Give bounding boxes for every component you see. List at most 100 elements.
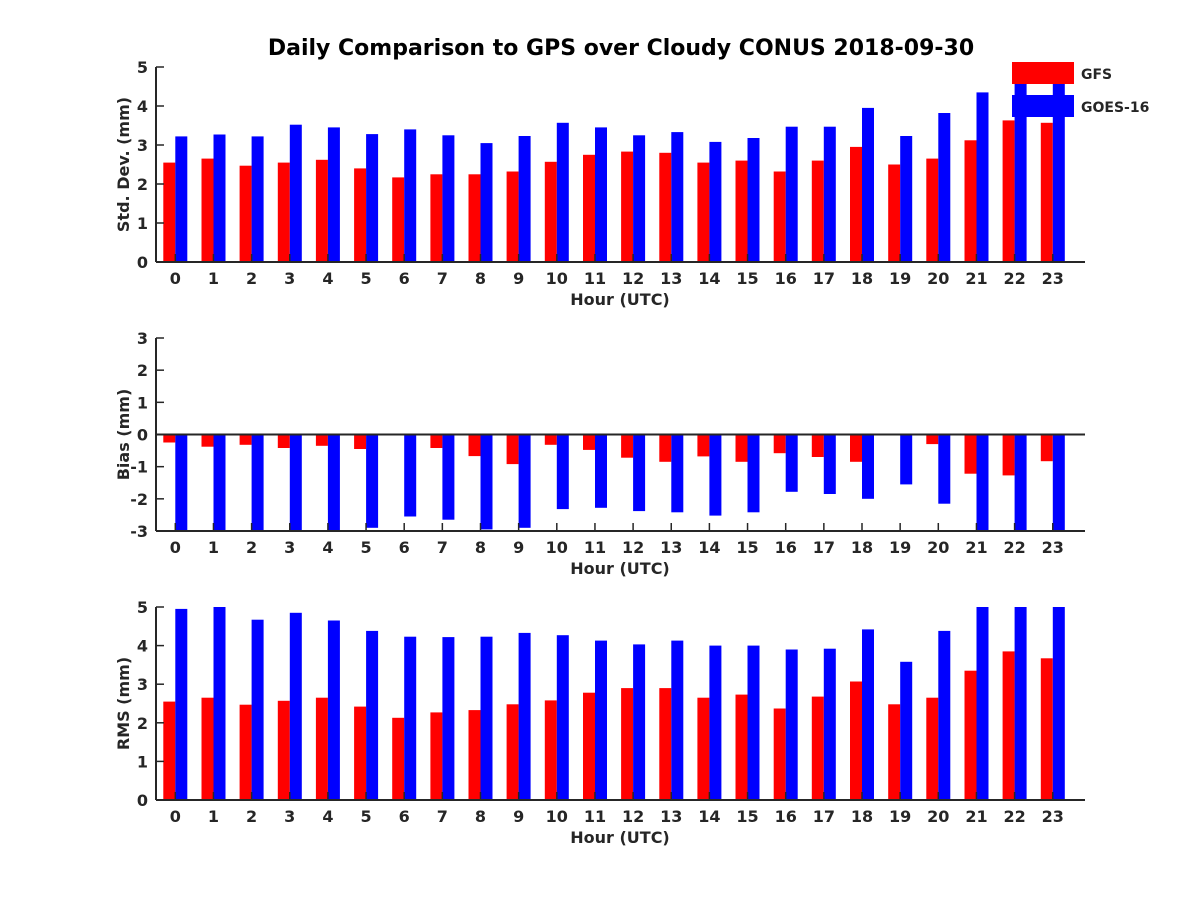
bar-gfs-hour-13 bbox=[659, 434, 672, 462]
y-axis-label: Std. Dev. (mm) bbox=[114, 97, 133, 232]
bar-goes16-hour-4 bbox=[327, 620, 340, 800]
x-tick-label: 15 bbox=[736, 807, 758, 826]
bar-gfs-hour-22 bbox=[1002, 651, 1015, 800]
bar-goes16-hour-13 bbox=[671, 434, 684, 513]
x-tick-label: 23 bbox=[1042, 269, 1064, 288]
bar-gfs-hour-22 bbox=[1002, 434, 1015, 476]
bar-gfs-hour-1 bbox=[201, 697, 214, 800]
x-tick-label: 13 bbox=[660, 538, 682, 557]
x-tick-label: 16 bbox=[775, 807, 797, 826]
x-axis-label: Hour (UTC) bbox=[570, 290, 670, 309]
y-tick-label: -1 bbox=[130, 458, 148, 477]
y-axis-label: RMS (mm) bbox=[114, 657, 133, 750]
y-tick-label: 0 bbox=[137, 791, 148, 810]
bar-gfs-hour-15 bbox=[735, 694, 748, 800]
x-tick-label: 23 bbox=[1042, 538, 1064, 557]
x-tick-label: 21 bbox=[965, 538, 987, 557]
bar-gfs-hour-11 bbox=[583, 154, 595, 263]
bar-goes16-hour-22 bbox=[1014, 434, 1027, 531]
x-tick-label: 2 bbox=[246, 269, 257, 288]
bar-gfs-hour-17 bbox=[811, 696, 824, 800]
x-tick-label: 7 bbox=[437, 538, 448, 557]
x-tick-label: 11 bbox=[584, 807, 606, 826]
x-tick-label: 20 bbox=[927, 538, 949, 557]
y-tick-label: 5 bbox=[137, 58, 148, 77]
legend-label-goes16: GOES-16 bbox=[1081, 100, 1149, 116]
x-tick-label: 22 bbox=[1003, 538, 1025, 557]
x-tick-label: 9 bbox=[513, 269, 524, 288]
bar-gfs-hour-16 bbox=[773, 434, 786, 454]
bar-gfs-hour-6 bbox=[392, 177, 405, 262]
x-tick-label: 20 bbox=[927, 269, 949, 288]
bar-gfs-hour-21 bbox=[964, 434, 977, 474]
bar-gfs-hour-8 bbox=[468, 434, 481, 457]
x-tick-label: 8 bbox=[475, 269, 486, 288]
x-tick-label: 17 bbox=[813, 269, 835, 288]
bar-goes16-hour-20 bbox=[938, 630, 951, 800]
bar-goes16-hour-4 bbox=[327, 434, 340, 531]
bar-gfs-hour-1 bbox=[201, 158, 214, 262]
bar-gfs-hour-10 bbox=[544, 161, 557, 262]
bar-goes16-hour-19 bbox=[900, 136, 913, 262]
y-tick-label: 2 bbox=[137, 175, 148, 194]
x-tick-label: 18 bbox=[851, 269, 873, 288]
x-tick-label: 1 bbox=[208, 807, 219, 826]
bar-goes16-hour-16 bbox=[785, 434, 798, 492]
x-tick-label: 4 bbox=[322, 538, 333, 557]
bar-gfs-hour-8 bbox=[468, 710, 481, 800]
x-tick-label: 19 bbox=[889, 538, 911, 557]
bar-goes16-hour-12 bbox=[633, 135, 646, 263]
x-tick-label: 14 bbox=[698, 269, 720, 288]
x-tick-label: 1 bbox=[208, 538, 219, 557]
y-tick-label: 4 bbox=[137, 97, 148, 116]
x-tick-label: 0 bbox=[170, 807, 181, 826]
bar-gfs-hour-14 bbox=[697, 434, 710, 457]
x-tick-label: 4 bbox=[322, 807, 333, 826]
bar-gfs-hour-0 bbox=[163, 162, 176, 262]
bar-gfs-hour-8 bbox=[468, 174, 481, 263]
x-tick-label: 18 bbox=[851, 538, 873, 557]
figure-title: Daily Comparison to GPS over Cloudy CONU… bbox=[268, 36, 974, 61]
bar-gfs-hour-15 bbox=[735, 434, 748, 462]
x-tick-label: 3 bbox=[284, 807, 295, 826]
y-tick-label: 2 bbox=[137, 714, 148, 733]
bar-goes16-hour-16 bbox=[785, 649, 798, 800]
x-tick-label: 2 bbox=[246, 807, 257, 826]
bar-goes16-hour-22 bbox=[1014, 74, 1027, 262]
bar-goes16-hour-7 bbox=[442, 135, 455, 263]
bar-goes16-hour-2 bbox=[251, 136, 264, 262]
bar-gfs-hour-11 bbox=[583, 692, 595, 800]
bar-goes16-hour-9 bbox=[518, 632, 531, 800]
bar-goes16-hour-6 bbox=[404, 129, 417, 262]
bar-gfs-hour-4 bbox=[315, 159, 328, 262]
bar-goes16-hour-13 bbox=[671, 132, 684, 262]
bar-goes16-hour-10 bbox=[556, 635, 569, 800]
bar-gfs-hour-10 bbox=[544, 700, 557, 800]
x-tick-label: 21 bbox=[965, 807, 987, 826]
y-tick-label: 4 bbox=[137, 637, 148, 656]
x-tick-label: 9 bbox=[513, 538, 524, 557]
x-tick-label: 11 bbox=[584, 269, 606, 288]
bar-goes16-hour-21 bbox=[976, 434, 989, 531]
bar-gfs-hour-2 bbox=[239, 165, 252, 262]
bar-goes16-hour-23 bbox=[1052, 434, 1065, 531]
y-tick-label: 1 bbox=[137, 214, 148, 233]
bar-gfs-hour-14 bbox=[697, 697, 710, 800]
y-tick-label: 0 bbox=[137, 253, 148, 272]
bar-goes16-hour-6 bbox=[404, 636, 417, 800]
bar-goes16-hour-3 bbox=[289, 612, 302, 800]
bar-goes16-hour-9 bbox=[518, 136, 531, 262]
x-tick-label: 3 bbox=[284, 269, 295, 288]
x-tick-label: 17 bbox=[813, 538, 835, 557]
x-tick-label: 14 bbox=[698, 538, 720, 557]
bar-gfs-hour-18 bbox=[850, 146, 862, 262]
bar-goes16-hour-13 bbox=[671, 640, 684, 800]
x-tick-label: 10 bbox=[546, 269, 568, 288]
bar-gfs-hour-17 bbox=[811, 434, 824, 457]
bar-goes16-hour-11 bbox=[595, 434, 607, 508]
bar-gfs-hour-4 bbox=[315, 697, 328, 800]
